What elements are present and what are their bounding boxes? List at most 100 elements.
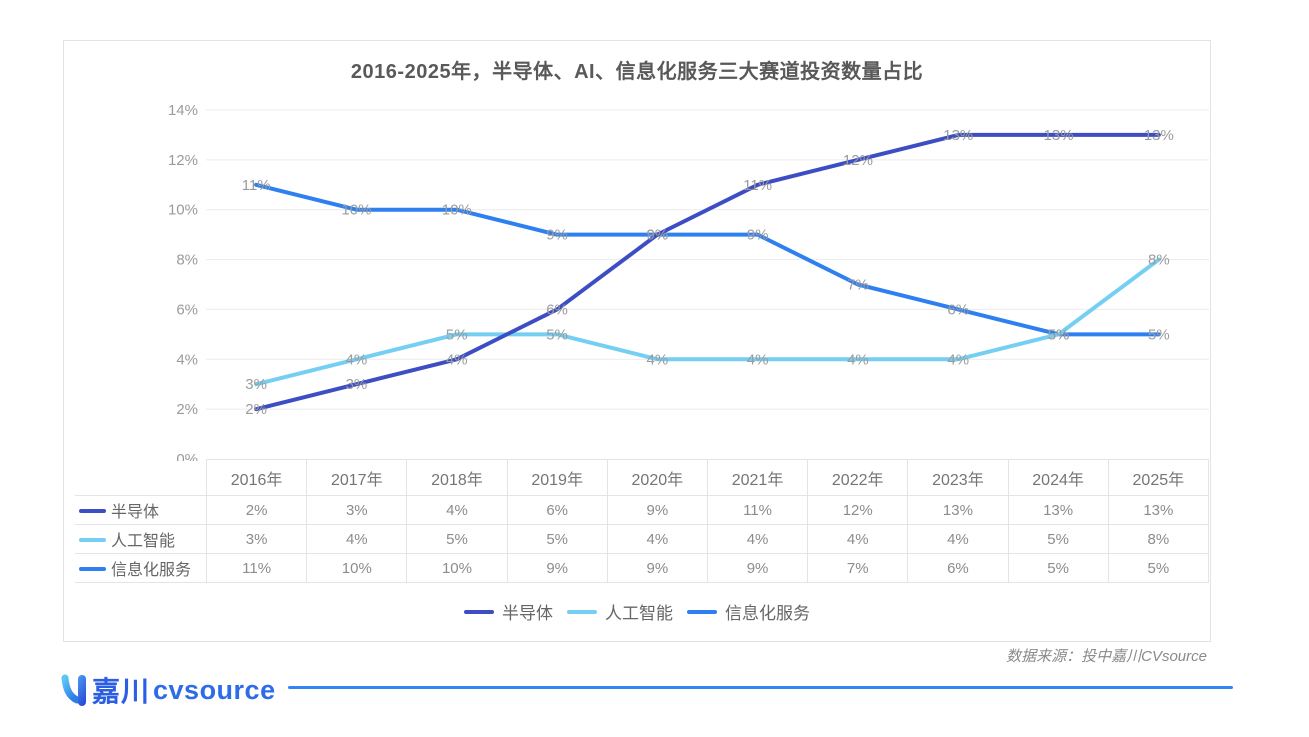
point-label-semiconductor: 9% (647, 227, 669, 244)
legend-swatch-ai (567, 609, 597, 614)
table-value-cell: 9% (506, 553, 608, 583)
legend-swatch-info-services (687, 609, 717, 614)
table-value-cell: 5% (1007, 553, 1109, 583)
point-label-ai: 5% (546, 326, 568, 343)
table-value-cell: 13% (1007, 495, 1109, 525)
table-value-cell: 4% (807, 524, 909, 554)
point-label-semiconductor: 2% (245, 401, 267, 418)
point-label-info-services: 10% (442, 202, 472, 219)
series-line-semiconductor (254, 132, 1161, 412)
table-year-header: 2017年 (306, 459, 408, 496)
series-swatch-semiconductor (79, 508, 106, 513)
point-label-ai: 3% (245, 376, 267, 393)
table-value-cell: 10% (406, 553, 508, 583)
table-row-label: 信息化服务 (75, 553, 207, 583)
table-year-header: 2023年 (907, 459, 1009, 496)
brand-name-en: cvsource (153, 674, 276, 705)
series-swatch-ai (79, 537, 106, 542)
table-row-semiconductor: 半导体 2% 3% 4% 6% 9% 11% 12% 13% 13% 13% (75, 495, 1210, 525)
table-value-cell: 5% (406, 524, 508, 554)
point-label-info-services: 6% (947, 301, 969, 318)
table-row-ai: 人工智能 3% 4% 5% 5% 4% 4% 4% 4% 5% 8% (75, 524, 1210, 554)
point-label-semiconductor: 13% (943, 127, 973, 144)
table-value-cell: 13% (1107, 495, 1210, 525)
table-value-cell: 4% (706, 524, 809, 554)
table-value-cell: 5% (506, 524, 608, 554)
point-label-info-services: 5% (1148, 326, 1170, 343)
point-label-semiconductor: 13% (1144, 127, 1174, 144)
point-label-semiconductor: 13% (1044, 127, 1074, 144)
table-year-header: 2025年 (1107, 459, 1210, 496)
table-year-header: 2022年 (807, 459, 909, 496)
series-line-ai (254, 257, 1161, 387)
table-value-cell: 6% (506, 495, 608, 525)
table-value-cell: 4% (406, 495, 508, 525)
point-label-info-services: 9% (747, 227, 769, 244)
table-value-cell: 8% (1107, 524, 1210, 554)
table-value-cell: 4% (306, 524, 408, 554)
brand-footer: 嘉川 cvsource (60, 667, 276, 713)
y-axis-label: 4% (176, 351, 198, 368)
table-row-label: 人工智能 (75, 524, 207, 554)
table-value-cell: 5% (1107, 553, 1210, 583)
point-label-info-services: 9% (647, 227, 669, 244)
y-axis-label: 2% (176, 401, 198, 418)
table-value-cell: 9% (606, 495, 708, 525)
point-label-semiconductor: 4% (446, 351, 468, 368)
y-axis-label: 10% (168, 202, 198, 219)
table-value-cell: 10% (306, 553, 408, 583)
table-value-cell: 12% (807, 495, 909, 525)
point-label-info-services: 11% (242, 177, 271, 194)
table-value-cell: 5% (1007, 524, 1109, 554)
chart-card: 2016-2025年，半导体、AI、信息化服务三大赛道投资数量占比 0% 2% 4%… (63, 40, 1211, 642)
y-axis-label: 6% (176, 301, 198, 318)
table-year-header: 2020年 (606, 459, 708, 496)
point-label-ai: 4% (847, 351, 869, 368)
table-row-label: 半导体 (75, 495, 207, 525)
chart-title: 2016-2025年，半导体、AI、信息化服务三大赛道投资数量占比 (350, 61, 924, 83)
table-value-cell: 13% (907, 495, 1009, 525)
table-year-header: 2024年 (1007, 459, 1109, 496)
brand-name-cn: 嘉川 (92, 676, 151, 707)
point-label-info-services: 7% (847, 277, 869, 294)
table-value-cell: 11% (205, 553, 308, 583)
point-label-ai: 4% (747, 351, 769, 368)
point-label-semiconductor: 12% (843, 152, 873, 169)
legend-label: 人工智能 (605, 604, 673, 623)
table-value-cell: 9% (706, 553, 809, 583)
legend-item-semiconductor[interactable]: 半导体 (464, 599, 553, 624)
table-value-cell: 3% (205, 524, 308, 554)
y-axis-label: 0% (176, 451, 198, 461)
table-value-cell: 11% (706, 495, 809, 525)
table-value-cell: 9% (606, 553, 708, 583)
table-corner-cell (75, 459, 207, 496)
point-label-ai: 5% (446, 326, 468, 343)
table-value-cell: 4% (907, 524, 1009, 554)
point-label-ai: 8% (1148, 252, 1170, 269)
point-label-semiconductor: 11% (743, 177, 772, 194)
table-year-header: 2018年 (406, 459, 508, 496)
footer-divider-line (288, 686, 1233, 689)
source-note: 数据来源：投中嘉川CVsource (1006, 648, 1207, 665)
data-table: 2016年 2017年 2018年 2019年 2020年 2021年 2022年 2023年… (75, 459, 1210, 583)
table-value-cell: 4% (606, 524, 708, 554)
point-label-ai: 4% (947, 351, 969, 368)
point-label-info-services: 5% (1048, 326, 1070, 343)
table-value-cell: 3% (306, 495, 408, 525)
series-line-info-services (254, 182, 1161, 337)
line-chart: 0% 2% 4% 6% 8% 10% 12% 14% 2% 3% 4% 6% 9% 11% 12% 13% 13… (168, 102, 1209, 461)
table-year-header: 2016年 (205, 459, 308, 496)
legend-item-info-services[interactable]: 信息化服务 (687, 599, 810, 624)
legend-item-ai[interactable]: 人工智能 (567, 599, 673, 624)
legend-label: 信息化服务 (725, 604, 810, 623)
table-body: 半导体 2% 3% 4% 6% 9% 11% 12% 13% 13% 13% 人工智能 3% 4% 5% 5%… (75, 495, 1210, 583)
point-label-semiconductor: 3% (346, 376, 368, 393)
table-value-cell: 2% (205, 495, 308, 525)
y-axis-label: 12% (168, 152, 198, 169)
table-row-info-services: 信息化服务 11% 10% 10% 9% 9% 9% 7% 6% 5% 5% (75, 553, 1210, 583)
table-value-cell: 6% (907, 553, 1009, 583)
y-axis-label: 8% (176, 252, 198, 269)
cvsource-logo-icon (61, 674, 86, 706)
table-value-cell: 7% (807, 553, 909, 583)
table-year-header: 2021年 (706, 459, 809, 496)
